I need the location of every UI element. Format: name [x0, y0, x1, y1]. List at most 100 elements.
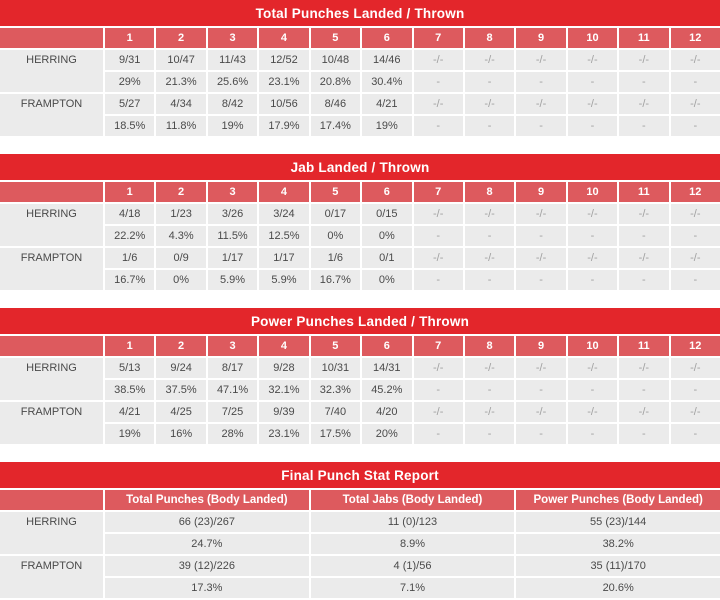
round-pct-cell: 32.3% [310, 380, 361, 400]
round-pct-cell: - [670, 424, 720, 444]
round-value-cell: 4/25 [156, 402, 206, 422]
round-value-cell: 3/24 [259, 204, 309, 224]
round-pct-cell: 5.9% [207, 270, 258, 290]
round-pct-cell: - [619, 72, 669, 92]
round-value-cell: 1/17 [259, 248, 309, 268]
round-value-cell: -/- [516, 204, 566, 224]
round-value-cell: -/- [619, 402, 669, 422]
round-pct-cell: - [464, 226, 515, 246]
total-value-cell: 39 (12)/226 [105, 556, 309, 576]
section-title: Jab Landed / Thrown [0, 154, 720, 180]
round-header: 7 [413, 28, 463, 48]
round-header: 9 [516, 336, 566, 356]
stat-column-header: Total Punches (Body Landed) [105, 490, 309, 510]
round-pct-cell: 23.1% [259, 72, 309, 92]
stat-column-header: Power Punches (Body Landed) [516, 490, 720, 510]
round-value-cell: -/- [516, 402, 566, 422]
round-pct-cell: 19% [207, 116, 258, 136]
fighter-name: FRAMPTON [0, 248, 103, 290]
round-pct-cell: - [516, 72, 566, 92]
round-header: 3 [207, 28, 258, 48]
round-value-cell: 9/39 [259, 402, 309, 422]
total-value-cell: 66 (23)/267 [105, 512, 309, 532]
round-value-cell: -/- [516, 248, 566, 268]
round-pct-cell: - [516, 226, 566, 246]
section-title: Final Punch Stat Report [0, 462, 720, 488]
round-pct-cell: - [464, 72, 515, 92]
total-value-cell: 55 (23)/144 [516, 512, 720, 532]
round-value-cell: -/- [413, 204, 463, 224]
round-pct-cell: - [619, 116, 669, 136]
round-value-cell: -/- [567, 50, 618, 70]
round-pct-cell: - [413, 226, 463, 246]
total-pct-cell: 20.6% [516, 578, 720, 598]
jabs-table: 1 2 3 4 5 6 7 8 9 10 11 12 HERRING 4/18 1/23 3/26 3/24 0/… [0, 182, 720, 290]
round-pct-cell: - [567, 270, 618, 290]
round-pct-cell: 16% [156, 424, 206, 444]
round-pct-cell: 20.8% [310, 72, 361, 92]
round-value-cell: -/- [567, 402, 618, 422]
round-value-cell: -/- [567, 358, 618, 378]
round-header: 3 [207, 336, 258, 356]
fighter-name: FRAMPTON [0, 556, 103, 598]
section-final-report: Final Punch Stat Report Total Punches (B… [0, 462, 720, 598]
round-pct-cell: - [516, 116, 566, 136]
round-pct-cell: - [516, 424, 566, 444]
round-pct-cell: - [619, 226, 669, 246]
round-pct-cell: 11.8% [156, 116, 206, 136]
round-header-corner [0, 336, 103, 356]
round-pct-cell: - [670, 380, 720, 400]
round-value-cell: 1/6 [105, 248, 155, 268]
round-value-cell: -/- [619, 94, 669, 114]
round-header: 7 [413, 182, 463, 202]
round-value-cell: 5/13 [105, 358, 155, 378]
round-pct-cell: 0% [362, 226, 412, 246]
round-value-cell: 10/56 [259, 94, 309, 114]
round-value-cell: 4/20 [362, 402, 412, 422]
round-header: 5 [310, 28, 361, 48]
round-value-cell: -/- [619, 204, 669, 224]
fighter-name: HERRING [0, 512, 103, 554]
round-value-cell: -/- [464, 248, 515, 268]
power-punches-table: 1 2 3 4 5 6 7 8 9 10 11 12 HERRING 5/13 9/24 8/17 9/28 10… [0, 336, 720, 444]
round-pct-cell: 38.5% [105, 380, 155, 400]
round-value-cell: -/- [619, 248, 669, 268]
round-value-cell: -/- [413, 248, 463, 268]
round-pct-cell: - [567, 424, 618, 444]
round-value-cell: -/- [567, 94, 618, 114]
round-pct-cell: - [413, 116, 463, 136]
section-jabs: Jab Landed / Thrown 1 2 3 4 5 6 7 8 9 10 11 12 HERRI… [0, 154, 720, 290]
round-header: 5 [310, 336, 361, 356]
round-value-cell: 7/40 [310, 402, 361, 422]
round-header: 12 [670, 28, 720, 48]
round-value-cell: -/- [516, 358, 566, 378]
round-header: 10 [567, 28, 618, 48]
round-value-cell: 0/17 [310, 204, 361, 224]
round-header: 8 [464, 336, 515, 356]
total-value-cell: 11 (0)/123 [310, 512, 515, 532]
round-value-cell: 8/46 [310, 94, 361, 114]
round-pct-cell: 17.5% [310, 424, 361, 444]
round-pct-cell: - [413, 380, 463, 400]
round-header: 6 [362, 336, 412, 356]
round-value-cell: 0/15 [362, 204, 412, 224]
round-header: 9 [516, 28, 566, 48]
round-pct-cell: 0% [310, 226, 361, 246]
stat-column-header: Total Jabs (Body Landed) [310, 490, 515, 510]
round-header: 3 [207, 182, 258, 202]
round-pct-cell: - [670, 116, 720, 136]
round-value-cell: 8/17 [207, 358, 258, 378]
round-pct-cell: 22.2% [105, 226, 155, 246]
round-header: 6 [362, 28, 412, 48]
round-pct-cell: 12.5% [259, 226, 309, 246]
round-pct-cell: 30.4% [362, 72, 412, 92]
round-value-cell: -/- [567, 248, 618, 268]
total-pct-cell: 7.1% [310, 578, 515, 598]
round-value-cell: -/- [670, 50, 720, 70]
round-pct-cell: 45.2% [362, 380, 412, 400]
round-pct-cell: - [670, 226, 720, 246]
round-value-cell: -/- [413, 402, 463, 422]
round-pct-cell: - [567, 116, 618, 136]
section-title: Total Punches Landed / Thrown [0, 0, 720, 26]
round-pct-cell: 37.5% [156, 380, 206, 400]
